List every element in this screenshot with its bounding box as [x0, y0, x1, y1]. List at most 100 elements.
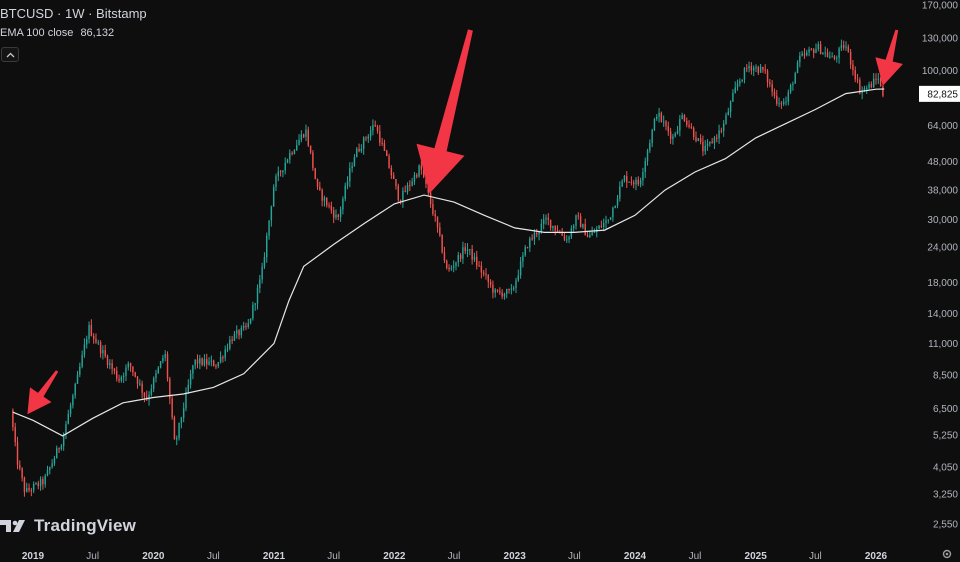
- time-tick-label: 2020: [142, 551, 165, 562]
- candle: [826, 48, 829, 58]
- candle: [450, 265, 453, 271]
- time-tick-label: Jul: [448, 551, 461, 562]
- candle: [660, 111, 663, 123]
- candle: [28, 483, 30, 493]
- candle: [44, 473, 46, 488]
- time-axis[interactable]: 2019 Jul 2020 Jul 2021 Jul 2022 Jul 2023 Jul 2024 J…: [22, 551, 888, 562]
- candle: [249, 318, 252, 325]
- candle: [499, 287, 501, 295]
- candle: [501, 289, 503, 300]
- candle: [254, 302, 256, 311]
- candle: [854, 66, 856, 83]
- annotation-arrow[interactable]: [27, 370, 59, 415]
- candle: [353, 154, 356, 167]
- candle: [515, 277, 517, 294]
- candle: [86, 335, 88, 349]
- candle: [739, 78, 741, 87]
- price-tick-label: 11,000: [928, 339, 958, 350]
- gear-icon[interactable]: [941, 548, 953, 560]
- candle: [457, 251, 460, 267]
- candle: [674, 131, 676, 138]
- candle: [316, 178, 319, 190]
- candle: [56, 445, 58, 459]
- candle: [780, 100, 783, 109]
- price-tick-label: 2,550: [933, 520, 958, 531]
- indicator-legend[interactable]: EMA 100 close 86,132: [0, 27, 114, 39]
- candle: [605, 215, 607, 229]
- candle: [690, 123, 693, 130]
- candle: [699, 134, 702, 145]
- candle: [286, 158, 289, 164]
- candle: [644, 157, 646, 179]
- candle: [182, 402, 185, 423]
- candle: [330, 201, 333, 214]
- candle: [305, 124, 307, 141]
- candle: [226, 343, 229, 353]
- candle: [143, 392, 146, 403]
- candle: [815, 43, 817, 54]
- candle: [524, 244, 526, 257]
- candle: [785, 96, 787, 106]
- candle: [374, 120, 376, 128]
- candle: [489, 279, 492, 288]
- candle: [109, 359, 111, 370]
- candle: [349, 162, 351, 188]
- candle: [60, 444, 63, 451]
- candle: [176, 435, 178, 446]
- candle: [321, 188, 323, 207]
- candle: [245, 322, 247, 331]
- candle: [646, 148, 649, 166]
- candle: [755, 64, 757, 73]
- candle: [836, 55, 838, 63]
- candle: [750, 62, 753, 75]
- candle: [132, 366, 134, 377]
- candle: [653, 117, 656, 132]
- candle: [672, 133, 674, 145]
- candle: [556, 225, 559, 233]
- candle: [157, 366, 159, 374]
- candle: [572, 224, 575, 232]
- candle: [26, 482, 28, 493]
- candle: [242, 321, 245, 331]
- chevron-up-icon[interactable]: [1, 47, 19, 62]
- candle: [697, 138, 700, 142]
- symbol-title[interactable]: BTCUSD · 1W · Bitstamp: [0, 6, 147, 21]
- candle: [681, 112, 683, 120]
- candle: [692, 126, 695, 141]
- candle: [146, 390, 148, 402]
- candle: [39, 476, 42, 491]
- candle: [554, 225, 556, 236]
- candle: [596, 225, 598, 238]
- candle: [688, 120, 690, 129]
- candle: [538, 231, 540, 241]
- candle: [566, 235, 568, 243]
- candle: [452, 260, 455, 273]
- candle: [842, 40, 845, 51]
- candle: [129, 362, 132, 372]
- candle: [552, 225, 554, 232]
- tradingview-logo-icon: [0, 520, 25, 532]
- candle: [291, 151, 293, 156]
- candle: [547, 213, 550, 226]
- candle: [762, 66, 764, 73]
- candle: [411, 177, 413, 187]
- candle: [769, 78, 771, 88]
- candle: [76, 370, 79, 385]
- annotation-arrow[interactable]: [416, 29, 473, 194]
- candle: [771, 80, 773, 97]
- candle: [256, 284, 259, 310]
- candle: [217, 361, 219, 369]
- annotation-arrow[interactable]: [875, 29, 903, 86]
- candle: [782, 98, 785, 107]
- candle: [711, 137, 713, 144]
- candle: [746, 64, 748, 73]
- price-axis[interactable]: 170,000 130,000 100,000 64,000 48,000 38,000 3…: [919, 1, 960, 531]
- candle: [342, 196, 344, 215]
- candle: [95, 333, 97, 344]
- candle: [476, 250, 478, 270]
- candle: [656, 114, 658, 121]
- candle: [365, 136, 367, 142]
- candle: [397, 183, 400, 203]
- candle: [90, 319, 93, 337]
